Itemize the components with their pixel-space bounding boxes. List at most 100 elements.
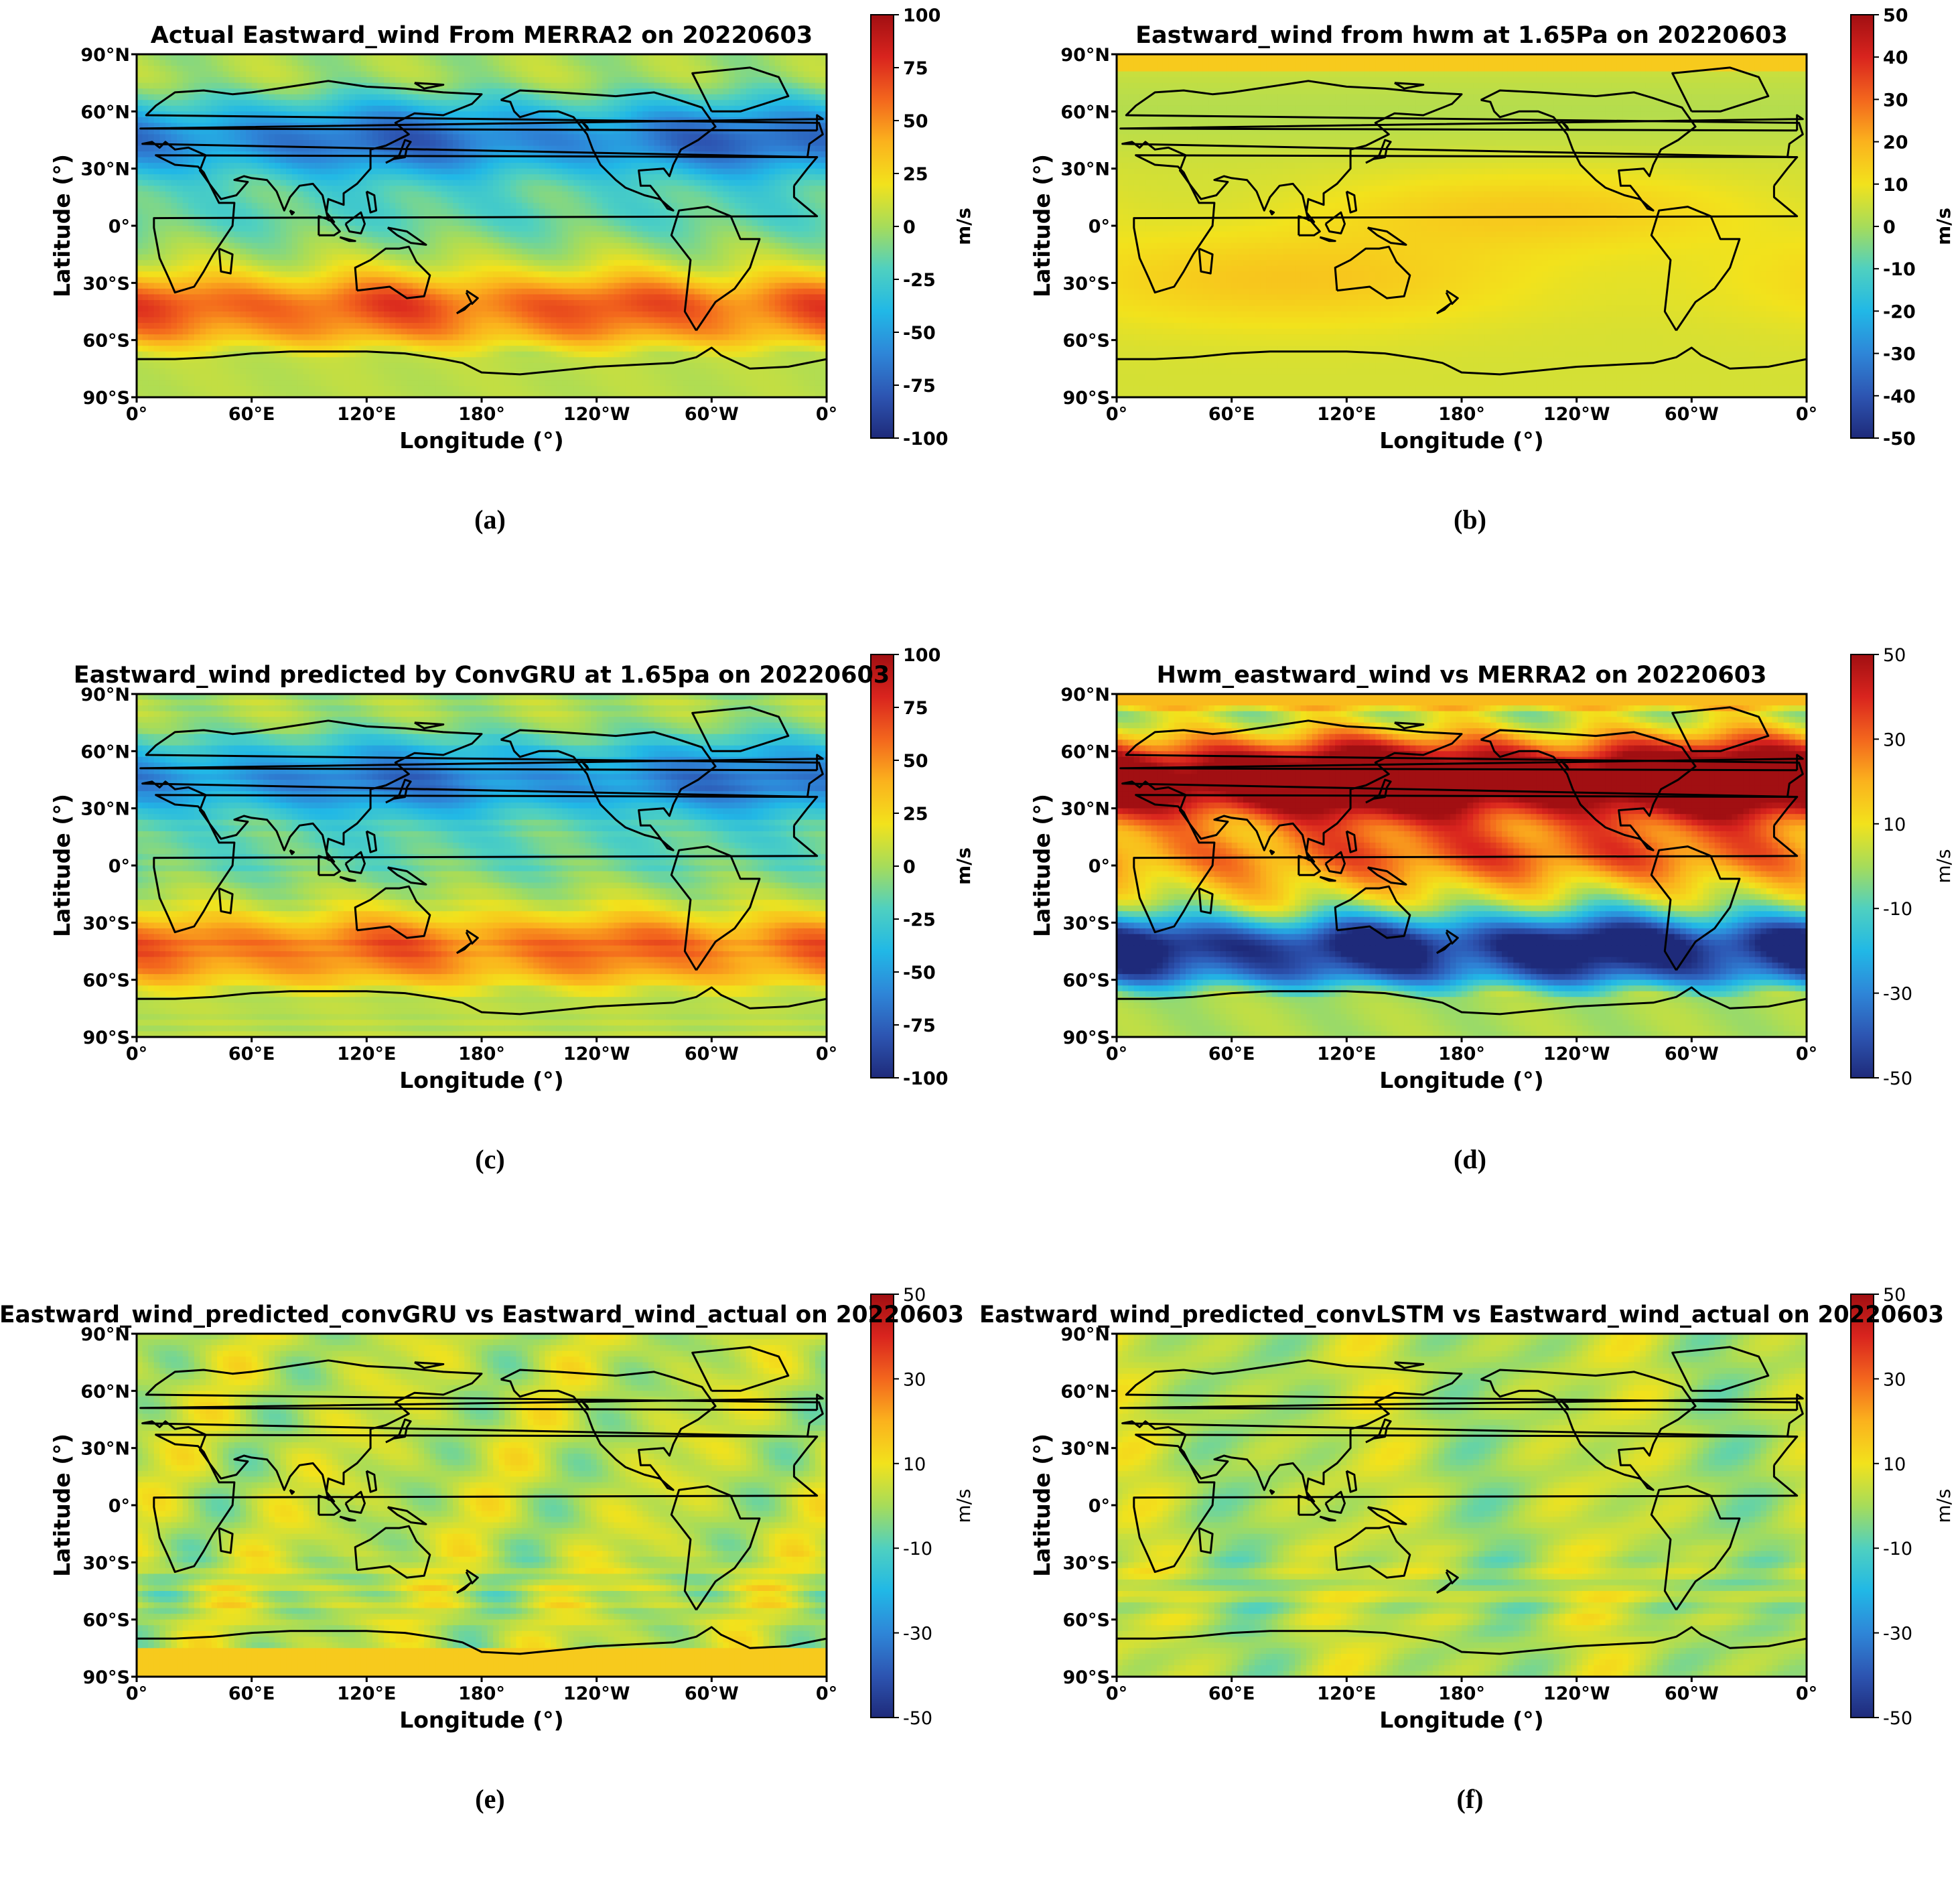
heatmap-cell xyxy=(683,192,689,198)
heatmap-cell xyxy=(516,60,522,66)
heatmap-cell xyxy=(746,203,752,209)
heatmap-cell xyxy=(315,271,321,277)
heatmap-cell xyxy=(309,157,316,163)
heatmap-cell xyxy=(573,271,579,277)
heatmap-cell xyxy=(493,197,499,203)
heatmap-cell xyxy=(620,146,626,152)
heatmap-cell xyxy=(528,192,534,198)
heatmap-cell xyxy=(740,88,746,94)
heatmap-cell xyxy=(292,249,298,255)
heatmap-cell xyxy=(568,203,574,209)
heatmap-cell xyxy=(620,203,626,209)
heatmap-cell xyxy=(551,277,557,283)
heatmap-cell xyxy=(775,237,781,243)
heatmap-cell xyxy=(309,243,316,249)
heatmap-cell xyxy=(775,163,781,169)
heatmap-cell xyxy=(631,106,637,112)
heatmap-cell xyxy=(815,163,821,169)
heatmap-cell xyxy=(482,157,488,163)
heatmap-cell xyxy=(303,232,309,238)
heatmap-cell xyxy=(798,134,804,140)
heatmap-cell xyxy=(447,100,453,106)
heatmap-cell xyxy=(240,208,247,214)
heatmap-cell xyxy=(297,260,303,266)
heatmap-cell xyxy=(154,134,160,140)
heatmap-cell xyxy=(510,226,516,232)
heatmap-cell xyxy=(786,243,792,249)
heatmap-cell xyxy=(390,60,396,66)
heatmap-cell xyxy=(775,260,781,266)
heatmap-cell xyxy=(671,100,677,106)
heatmap-cell xyxy=(671,266,677,272)
heatmap-cell xyxy=(281,134,287,140)
heatmap-cell xyxy=(470,174,476,180)
heatmap-cell xyxy=(390,208,396,214)
heatmap-cell xyxy=(344,163,350,169)
heatmap-cell xyxy=(228,134,234,140)
heatmap-cell xyxy=(654,277,660,283)
heatmap-cell xyxy=(326,249,332,255)
heatmap-cell xyxy=(579,174,585,180)
heatmap-cell xyxy=(441,157,447,163)
heatmap-cell xyxy=(212,203,218,209)
heatmap-cell xyxy=(568,232,574,238)
heatmap-cell xyxy=(430,140,436,146)
heatmap-cell xyxy=(551,260,557,266)
heatmap-cell xyxy=(786,226,792,232)
heatmap-cell xyxy=(573,111,579,117)
heatmap-cell xyxy=(286,77,292,83)
heatmap-cell xyxy=(780,260,786,266)
heatmap-cell xyxy=(361,60,367,66)
heatmap-cell xyxy=(143,277,149,283)
heatmap-cell xyxy=(453,77,459,83)
heatmap-cell xyxy=(545,157,551,163)
heatmap-cell xyxy=(361,266,367,272)
heatmap-cell xyxy=(591,72,597,78)
heatmap-cell xyxy=(499,271,505,277)
heatmap-cell xyxy=(591,220,597,226)
heatmap-cell xyxy=(344,271,350,277)
heatmap-cell xyxy=(395,203,401,209)
heatmap-cell xyxy=(597,140,603,146)
heatmap-cell xyxy=(695,174,701,180)
heatmap-cell xyxy=(246,283,252,289)
heatmap-cell xyxy=(597,134,603,140)
heatmap-cell xyxy=(631,157,637,163)
heatmap-cell xyxy=(263,283,269,289)
heatmap-cell xyxy=(177,203,183,209)
heatmap-cell xyxy=(326,192,332,198)
heatmap-cell xyxy=(648,111,654,117)
heatmap-cell xyxy=(395,72,401,78)
heatmap-cell xyxy=(246,157,252,163)
heatmap-cell xyxy=(286,237,292,243)
heatmap-cell xyxy=(539,203,545,209)
heatmap-cell xyxy=(706,186,712,192)
heatmap-cell xyxy=(188,197,194,203)
heatmap-cell xyxy=(344,77,350,83)
heatmap-cell xyxy=(510,66,516,72)
heatmap-cell xyxy=(154,83,160,89)
heatmap-cell xyxy=(159,203,165,209)
heatmap-cell xyxy=(780,106,786,112)
heatmap-cell xyxy=(608,157,614,163)
heatmap-cell xyxy=(361,100,367,106)
heatmap-cell xyxy=(413,180,419,186)
heatmap-cell xyxy=(372,226,378,232)
heatmap-cell xyxy=(252,163,258,169)
heatmap-cell xyxy=(246,277,252,283)
heatmap-cell xyxy=(637,255,643,261)
heatmap-cell xyxy=(350,203,356,209)
heatmap-cell xyxy=(637,243,643,249)
heatmap-cell xyxy=(539,197,545,203)
heatmap-cell xyxy=(557,174,563,180)
heatmap-cell xyxy=(545,174,551,180)
heatmap-cell xyxy=(476,180,482,186)
heatmap-cell xyxy=(366,271,372,277)
heatmap-cell xyxy=(551,249,557,255)
heatmap-cell xyxy=(804,232,810,238)
heatmap-cell xyxy=(321,163,327,169)
heatmap-cell xyxy=(447,243,453,249)
heatmap-cell xyxy=(482,283,488,289)
heatmap-cell xyxy=(792,111,798,117)
heatmap-cell xyxy=(309,192,316,198)
